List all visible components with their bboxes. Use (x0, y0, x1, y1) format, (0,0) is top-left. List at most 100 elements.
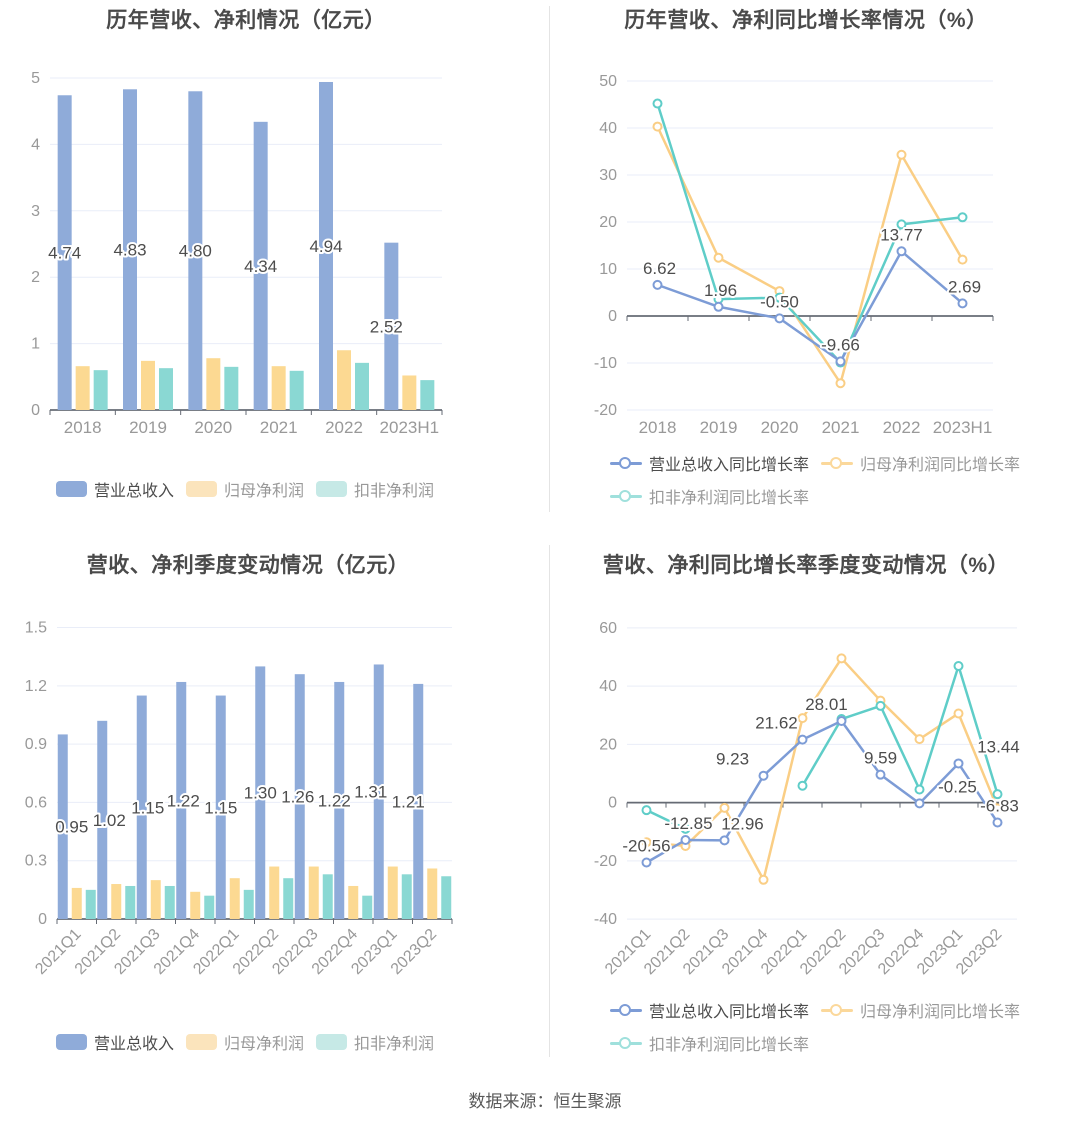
bar-quarterly-amounts-s0-2021Q1 (57, 734, 68, 919)
point-quarterly-growth-s2-2023Q1 (953, 661, 964, 672)
line-data-label: 12.96 (721, 814, 764, 833)
bar-data-label: 4.94 (309, 237, 342, 256)
y-tick-label: 4 (31, 136, 40, 153)
bar-yearly-amounts-s2-2023H1 (420, 380, 435, 410)
legend-quarterly-amounts: 营业总收入 归母净利润 扣非净利润 (56, 1030, 446, 1063)
x-tick-label: 2020 (194, 418, 232, 437)
bar-yearly-amounts-s2-2020 (224, 366, 239, 410)
bar-quarterly-amounts-s2-2021Q2 (125, 885, 136, 919)
bar-yearly-amounts-s2-2019 (159, 368, 173, 410)
y-tick-label: 30 (599, 167, 617, 184)
bar-quarterly-amounts-s0-2021Q2 (97, 720, 108, 919)
y-tick-label: 1.2 (25, 678, 47, 695)
bar-quarterly-amounts-s2-2023Q2 (441, 876, 452, 919)
bar-data-label: 2.52 (370, 317, 403, 336)
legend-item-quarterly-amounts-s2[interactable]: 扣非净利润 (316, 1030, 434, 1054)
x-tick-label: 2018 (639, 418, 677, 437)
legend-label: 归母净利润同比增长率 (860, 457, 1021, 474)
legend-item-quarterly-growth-s1[interactable]: 归母净利润同比增长率 (821, 998, 1020, 1022)
legend-item-yearly-growth-s0[interactable]: 营业总收入同比增长率 (610, 451, 809, 475)
point-quarterly-growth-s1-2021Q1 (641, 837, 652, 848)
line-data-label: -9.66 (821, 335, 860, 354)
legend-row: 营业总收入同比增长率 归母净利润同比增长率 (610, 451, 1032, 475)
point-quarterly-growth-s0-2021Q1 (641, 857, 652, 868)
point-quarterly-growth-s0-2022Q2 (836, 716, 847, 727)
bar-yearly-amounts-s2-2022 (355, 362, 369, 410)
y-tick-label: 0 (31, 402, 40, 419)
legend-label: 营业总收入 (94, 1036, 175, 1053)
bar-quarterly-amounts-s1-2022Q4 (348, 885, 359, 919)
bar-yearly-amounts-s0-2018 (57, 95, 72, 410)
bar-yearly-amounts-s1-2023H1 (402, 375, 417, 410)
bar-yearly-amounts-s0-2019 (123, 89, 137, 411)
y-tick-label: -40 (594, 911, 617, 928)
bar-quarterly-amounts-s1-2021Q1 (71, 887, 82, 919)
line-quarterly-growth-s2 (801, 664, 999, 795)
legend-swatch (316, 1034, 348, 1050)
bar-data-label: 1.22 (318, 791, 351, 810)
line-data-label: -20.56 (622, 836, 670, 855)
point-yearly-growth-s0-2020 (774, 313, 785, 324)
bar-yearly-amounts-s2-2021 (289, 370, 304, 410)
line-quarterly-growth-s0 (645, 719, 999, 864)
point-quarterly-growth-s1-2022Q2 (836, 653, 847, 664)
y-tick-label: 40 (599, 120, 617, 137)
line-data-label: 21.62 (755, 714, 798, 733)
line-data-label: 9.23 (716, 750, 749, 769)
bar-data-label: 0.95 (55, 818, 88, 837)
legend-label: 扣非净利润 (354, 483, 435, 500)
point-quarterly-growth-s2-2022Q3 (875, 700, 886, 711)
line-data-label: 1.96 (704, 281, 737, 300)
x-tick-label: 2019 (129, 418, 167, 437)
x-tick-label: 2022 (325, 418, 363, 437)
bar-yearly-amounts-s1-2018 (75, 366, 90, 410)
legend-yearly-amounts: 营业总收入 归母净利润 扣非净利润 (56, 477, 446, 510)
legend-line-marker-icon (610, 488, 642, 504)
legend-item-quarterly-amounts-s0[interactable]: 营业总收入 (56, 1030, 174, 1054)
legend-row: 营业总收入 归母净利润 扣非净利润 (56, 477, 446, 501)
y-tick-label: 20 (599, 214, 617, 231)
point-yearly-growth-s1-2023H1 (957, 254, 968, 265)
bar-yearly-amounts-s2-2018 (93, 370, 108, 410)
point-yearly-growth-s0-2021 (835, 356, 846, 367)
legend-item-yearly-amounts-s1[interactable]: 归母净利润 (186, 477, 304, 501)
line-data-label: 2.69 (948, 277, 981, 296)
legend-item-quarterly-amounts-s1[interactable]: 归母净利润 (186, 1030, 304, 1054)
bar-quarterly-amounts-s1-2022Q2 (269, 866, 280, 919)
point-quarterly-growth-s1-2023Q2 (992, 803, 1003, 814)
point-quarterly-growth-s2-2022Q1 (797, 780, 808, 791)
legend-item-yearly-growth-s2[interactable]: 扣非净利润同比增长率 (610, 484, 809, 508)
legend-label: 归母净利润 (224, 1036, 305, 1053)
legend-item-yearly-growth-s1[interactable]: 归母净利润同比增长率 (821, 451, 1020, 475)
legend-item-yearly-amounts-s2[interactable]: 扣非净利润 (316, 477, 434, 501)
bar-data-label: 1.15 (204, 798, 237, 817)
bar-quarterly-amounts-s2-2022Q2 (283, 878, 294, 919)
legend-item-quarterly-growth-s0[interactable]: 营业总收入同比增长率 (610, 998, 809, 1022)
y-tick-label: 40 (599, 678, 617, 695)
bar-yearly-amounts-s1-2020 (206, 358, 221, 410)
legend-line-marker-icon (610, 455, 642, 471)
y-tick-label: 3 (31, 203, 40, 220)
y-tick-label: 0.3 (25, 853, 47, 870)
legend-swatch (56, 1034, 87, 1050)
bar-quarterly-amounts-s1-2021Q3 (150, 880, 161, 919)
bar-quarterly-amounts-s1-2023Q1 (387, 866, 398, 919)
bar-quarterly-amounts-s0-2021Q4 (176, 681, 187, 919)
bar-quarterly-amounts-s1-2023Q2 (427, 868, 438, 919)
point-quarterly-growth-s0-2021Q2 (680, 835, 691, 846)
legend-item-yearly-amounts-s0[interactable]: 营业总收入 (56, 477, 174, 501)
y-tick-label: 0 (38, 911, 47, 928)
panel-divider-bottom (549, 545, 550, 1057)
y-tick-label: 0 (608, 308, 617, 325)
legend-item-quarterly-growth-s2[interactable]: 扣非净利润同比增长率 (610, 1031, 809, 1055)
point-quarterly-growth-s1-2023Q1 (953, 708, 964, 719)
point-yearly-growth-s2-2018 (652, 98, 663, 109)
bar-quarterly-amounts-s2-2022Q4 (362, 895, 373, 919)
bar-quarterly-amounts-s0-2021Q3 (136, 695, 147, 919)
chart-title-yearly-growth: 历年营收、净利同比增长率情况（%） (624, 9, 988, 32)
point-quarterly-growth-s0-2021Q4 (758, 770, 769, 781)
bar-data-label: 4.80 (179, 242, 212, 261)
bar-quarterly-amounts-s2-2021Q4 (204, 895, 215, 919)
y-tick-label: 1.5 (25, 620, 47, 637)
bar-quarterly-amounts-s2-2022Q3 (322, 874, 333, 919)
